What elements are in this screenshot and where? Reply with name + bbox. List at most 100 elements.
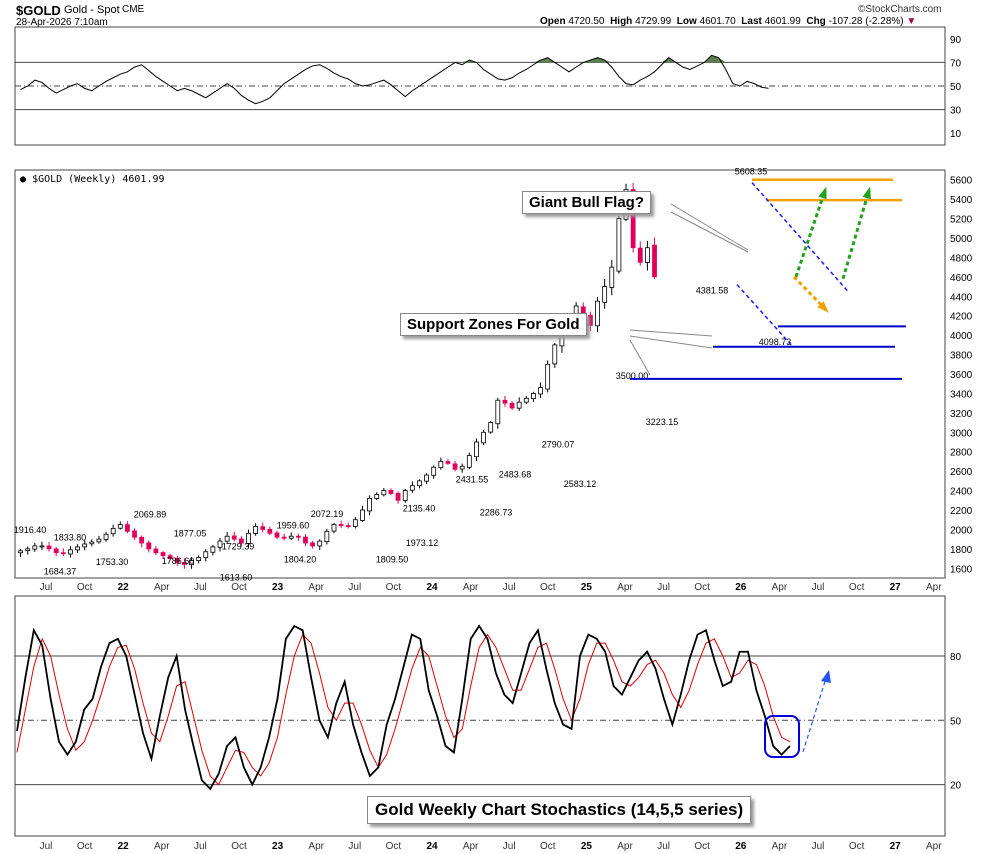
rsi-line	[20, 54, 769, 105]
price-label: 3223.15	[646, 417, 679, 427]
candle-body	[39, 545, 45, 548]
candle-body	[445, 461, 451, 464]
candle-body	[260, 526, 266, 530]
price-label: 5608.35	[735, 166, 768, 176]
stoch-projection-arrow-head	[821, 670, 831, 683]
stoch-highlight-box	[764, 715, 800, 758]
price-tick-label: 4200	[950, 312, 973, 323]
low-label: Low	[676, 16, 697, 27]
x-tick-label: 25	[581, 582, 593, 593]
x-tick-label: Jul	[503, 841, 516, 852]
candle-body	[345, 525, 351, 527]
brand-logo: ©StockCharts.com	[858, 4, 942, 15]
stoch-tick-label: 50	[950, 716, 962, 727]
price-tick-label: 4800	[950, 253, 973, 264]
rsi-series	[15, 54, 945, 111]
candle-body	[509, 402, 515, 409]
last-value: 4601.99	[764, 16, 801, 27]
x-tick-label: Jul	[812, 582, 825, 593]
x-tick-label: Oct	[386, 582, 402, 593]
x-tick-label: Oct	[694, 582, 710, 593]
x-tick-label: Oct	[231, 841, 247, 852]
flag-upper-line	[751, 182, 849, 292]
candle-body	[602, 286, 608, 303]
candle-body	[89, 541, 95, 545]
x-tick-label: 24	[426, 582, 438, 593]
x-tick-label: Jul	[40, 841, 53, 852]
candle-body	[324, 530, 330, 543]
candle-body	[60, 552, 66, 555]
price-tick-label: 1800	[950, 545, 973, 556]
callout-pointer	[670, 211, 749, 253]
open-label: Open	[540, 16, 566, 27]
x-tick-label: Apr	[463, 841, 479, 852]
candle-body	[167, 555, 173, 559]
open-value: 4720.50	[568, 16, 605, 27]
price-tick-label: 5000	[950, 234, 973, 245]
price-tick-label: 5600	[950, 176, 973, 187]
price-label: 2286.73	[480, 508, 513, 518]
price-tick-label: 3400	[950, 389, 973, 400]
candle-body	[452, 463, 458, 470]
candle-body	[616, 218, 622, 272]
stoch-k-line	[16, 624, 791, 791]
price-tick-label: 1600	[950, 564, 973, 575]
candle-body	[409, 485, 415, 491]
price-tick-label: 3200	[950, 409, 973, 420]
price-label: 4098.73	[759, 337, 792, 347]
x-tick-label: 27	[890, 582, 902, 593]
x-tick-label: 22	[118, 841, 130, 852]
candle-body	[295, 535, 301, 538]
price-label: 1973.12	[406, 538, 439, 548]
x-tick-label: Oct	[540, 582, 556, 593]
candle-body	[203, 551, 209, 559]
x-tick-label: 26	[735, 841, 747, 852]
callout-pointer	[670, 203, 749, 251]
candle-body	[360, 509, 365, 521]
candle-body	[488, 422, 494, 433]
candle-body	[238, 538, 244, 544]
bull-flag-callout: Giant Bull Flag?	[522, 191, 651, 214]
candle-body	[331, 524, 337, 532]
candle-body	[32, 545, 38, 550]
price-tick-label: 2600	[950, 467, 973, 478]
rsi-tick-label: 90	[950, 35, 962, 46]
high-label: High	[610, 16, 633, 27]
price-label: 1786.60	[162, 556, 195, 566]
x-tick-label: Jul	[194, 841, 207, 852]
price-label: 1959.60	[277, 520, 310, 530]
x-tick-label: Apr	[154, 582, 170, 593]
price-label: 3500.00	[616, 371, 649, 381]
candle-body	[459, 465, 465, 470]
x-tick-label: Jul	[348, 582, 361, 593]
x-tick-label: Apr	[617, 582, 633, 593]
price-tick-label: 4000	[950, 331, 973, 342]
candle-body	[381, 490, 387, 496]
candle-body	[281, 536, 287, 539]
x-tick-label: Apr	[308, 841, 324, 852]
candle-body	[132, 530, 137, 538]
rsi-tick-label: 70	[950, 58, 962, 69]
candle-body	[246, 532, 251, 544]
candle-body	[96, 538, 102, 543]
x-tick-label: Jul	[40, 582, 53, 593]
price-label: 2790.07	[542, 440, 575, 450]
price-label: 2069.89	[134, 510, 167, 520]
price-label: 2135.40	[403, 503, 436, 513]
price-label: 1809.50	[376, 554, 409, 564]
candle-body	[189, 560, 194, 566]
axis-labels: 90 70 50 30 10 1600 1800 2000 2200 2400 2600 2800 30…	[40, 35, 973, 852]
ohlc-readout: Open 4720.50 High 4729.99 Low 4601.70 La…	[540, 16, 916, 27]
candle-body	[374, 494, 380, 499]
x-tick-label: Oct	[849, 582, 865, 593]
price-tick-label: 5400	[950, 195, 973, 206]
price-tick-label: 3600	[950, 370, 973, 381]
candle-body	[68, 549, 73, 555]
candle-body	[224, 535, 230, 542]
price-tick-label: 3000	[950, 428, 973, 439]
bull-arrow-2	[841, 189, 871, 280]
candle-body	[338, 524, 344, 526]
candle-body	[352, 519, 358, 527]
candle-body	[395, 493, 401, 501]
